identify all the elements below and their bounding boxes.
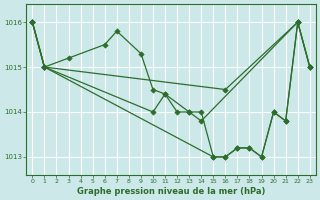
X-axis label: Graphe pression niveau de la mer (hPa): Graphe pression niveau de la mer (hPa) [77, 187, 265, 196]
